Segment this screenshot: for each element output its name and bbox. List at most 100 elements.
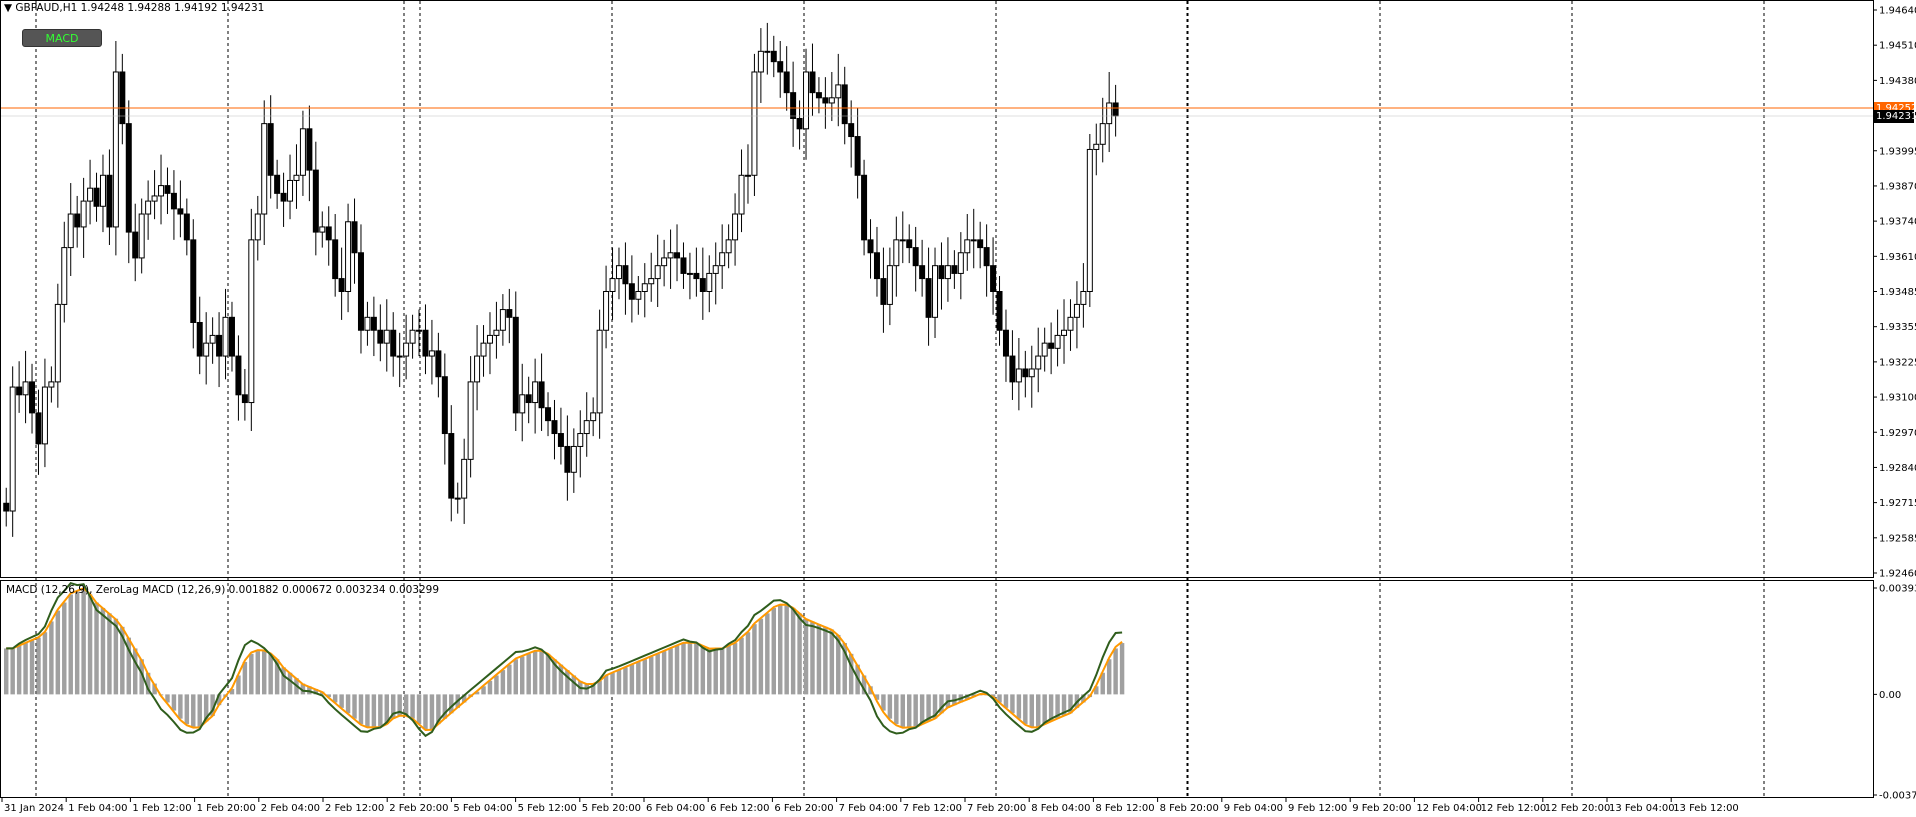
candle[interactable]	[770, 35, 777, 78]
candle[interactable]	[41, 358, 48, 468]
candle[interactable]	[557, 407, 564, 465]
candle[interactable]	[944, 237, 951, 302]
candle[interactable]	[809, 43, 816, 116]
candle[interactable]	[667, 229, 674, 289]
candle[interactable]	[332, 214, 339, 297]
candle[interactable]	[1054, 309, 1061, 367]
candle[interactable]	[532, 358, 539, 434]
candle[interactable]	[841, 66, 848, 145]
candle[interactable]	[1086, 133, 1093, 307]
candle[interactable]	[151, 170, 158, 220]
candle[interactable]	[764, 22, 771, 75]
candle[interactable]	[706, 255, 713, 313]
candle[interactable]	[996, 276, 1003, 346]
candle[interactable]	[686, 252, 693, 300]
candle[interactable]	[274, 159, 281, 209]
candle[interactable]	[235, 335, 242, 421]
candle[interactable]	[751, 53, 758, 196]
candle[interactable]	[351, 198, 358, 284]
candle[interactable]	[461, 438, 468, 524]
candle[interactable]	[377, 304, 384, 362]
candle[interactable]	[1099, 97, 1106, 163]
candle[interactable]	[886, 247, 893, 326]
candle[interactable]	[699, 247, 706, 320]
candle[interactable]	[164, 167, 171, 215]
candle[interactable]	[158, 154, 165, 225]
candle[interactable]	[338, 247, 345, 320]
candle[interactable]	[1061, 299, 1068, 364]
candle[interactable]	[125, 100, 132, 264]
candle[interactable]	[441, 353, 448, 465]
candle[interactable]	[119, 53, 126, 145]
candle[interactable]	[1002, 309, 1009, 382]
candle[interactable]	[280, 172, 287, 227]
candle[interactable]	[267, 95, 274, 199]
candle[interactable]	[99, 154, 106, 233]
candle[interactable]	[177, 180, 184, 238]
candle[interactable]	[319, 211, 326, 248]
candle[interactable]	[241, 368, 248, 421]
candle[interactable]	[435, 332, 442, 398]
candle[interactable]	[622, 242, 629, 315]
candle[interactable]	[1035, 327, 1042, 393]
candle[interactable]	[132, 203, 139, 282]
candle[interactable]	[641, 263, 648, 318]
candle[interactable]	[932, 247, 939, 338]
candle[interactable]	[287, 154, 294, 220]
candle[interactable]	[448, 405, 455, 522]
candle[interactable]	[416, 309, 423, 357]
candle[interactable]	[1009, 330, 1016, 400]
candle[interactable]	[345, 203, 352, 313]
candle[interactable]	[428, 319, 435, 385]
candle[interactable]	[693, 247, 700, 297]
candle[interactable]	[635, 276, 642, 315]
candle[interactable]	[1022, 350, 1029, 398]
candle[interactable]	[364, 301, 371, 346]
candle[interactable]	[170, 170, 177, 240]
candle[interactable]	[628, 255, 635, 323]
candle[interactable]	[254, 195, 261, 261]
candle[interactable]	[216, 312, 223, 388]
candle[interactable]	[190, 219, 197, 349]
candle[interactable]	[790, 61, 797, 147]
candle[interactable]	[615, 247, 622, 300]
candle[interactable]	[596, 309, 603, 439]
candle[interactable]	[1041, 327, 1048, 372]
candle[interactable]	[506, 288, 513, 344]
candle[interactable]	[1067, 299, 1074, 351]
candle[interactable]	[912, 226, 919, 292]
candle[interactable]	[815, 77, 822, 114]
candle[interactable]	[312, 141, 319, 256]
candle[interactable]	[783, 46, 790, 111]
candle[interactable]	[183, 198, 190, 256]
candle[interactable]	[261, 100, 268, 246]
candle[interactable]	[977, 221, 984, 269]
candle[interactable]	[112, 40, 119, 256]
candle[interactable]	[1093, 123, 1100, 176]
candle[interactable]	[16, 361, 23, 413]
candle[interactable]	[925, 247, 932, 346]
candle[interactable]	[919, 239, 926, 297]
candle[interactable]	[822, 77, 829, 129]
candle[interactable]	[499, 294, 506, 346]
candle[interactable]	[390, 312, 397, 377]
candle[interactable]	[777, 40, 784, 98]
candle[interactable]	[893, 216, 900, 297]
candle[interactable]	[299, 110, 306, 196]
candle[interactable]	[854, 108, 861, 199]
candle[interactable]	[87, 159, 94, 225]
candle[interactable]	[80, 177, 87, 258]
candle[interactable]	[880, 247, 887, 333]
candle[interactable]	[196, 296, 203, 375]
candle[interactable]	[357, 224, 364, 354]
candle[interactable]	[873, 226, 880, 297]
candle[interactable]	[480, 325, 487, 377]
candle[interactable]	[603, 265, 610, 349]
candle[interactable]	[551, 399, 558, 460]
candle[interactable]	[203, 312, 210, 385]
candle[interactable]	[899, 211, 906, 264]
candle[interactable]	[583, 392, 590, 457]
candle[interactable]	[1028, 345, 1035, 408]
candle[interactable]	[74, 195, 81, 248]
candle[interactable]	[525, 376, 532, 424]
